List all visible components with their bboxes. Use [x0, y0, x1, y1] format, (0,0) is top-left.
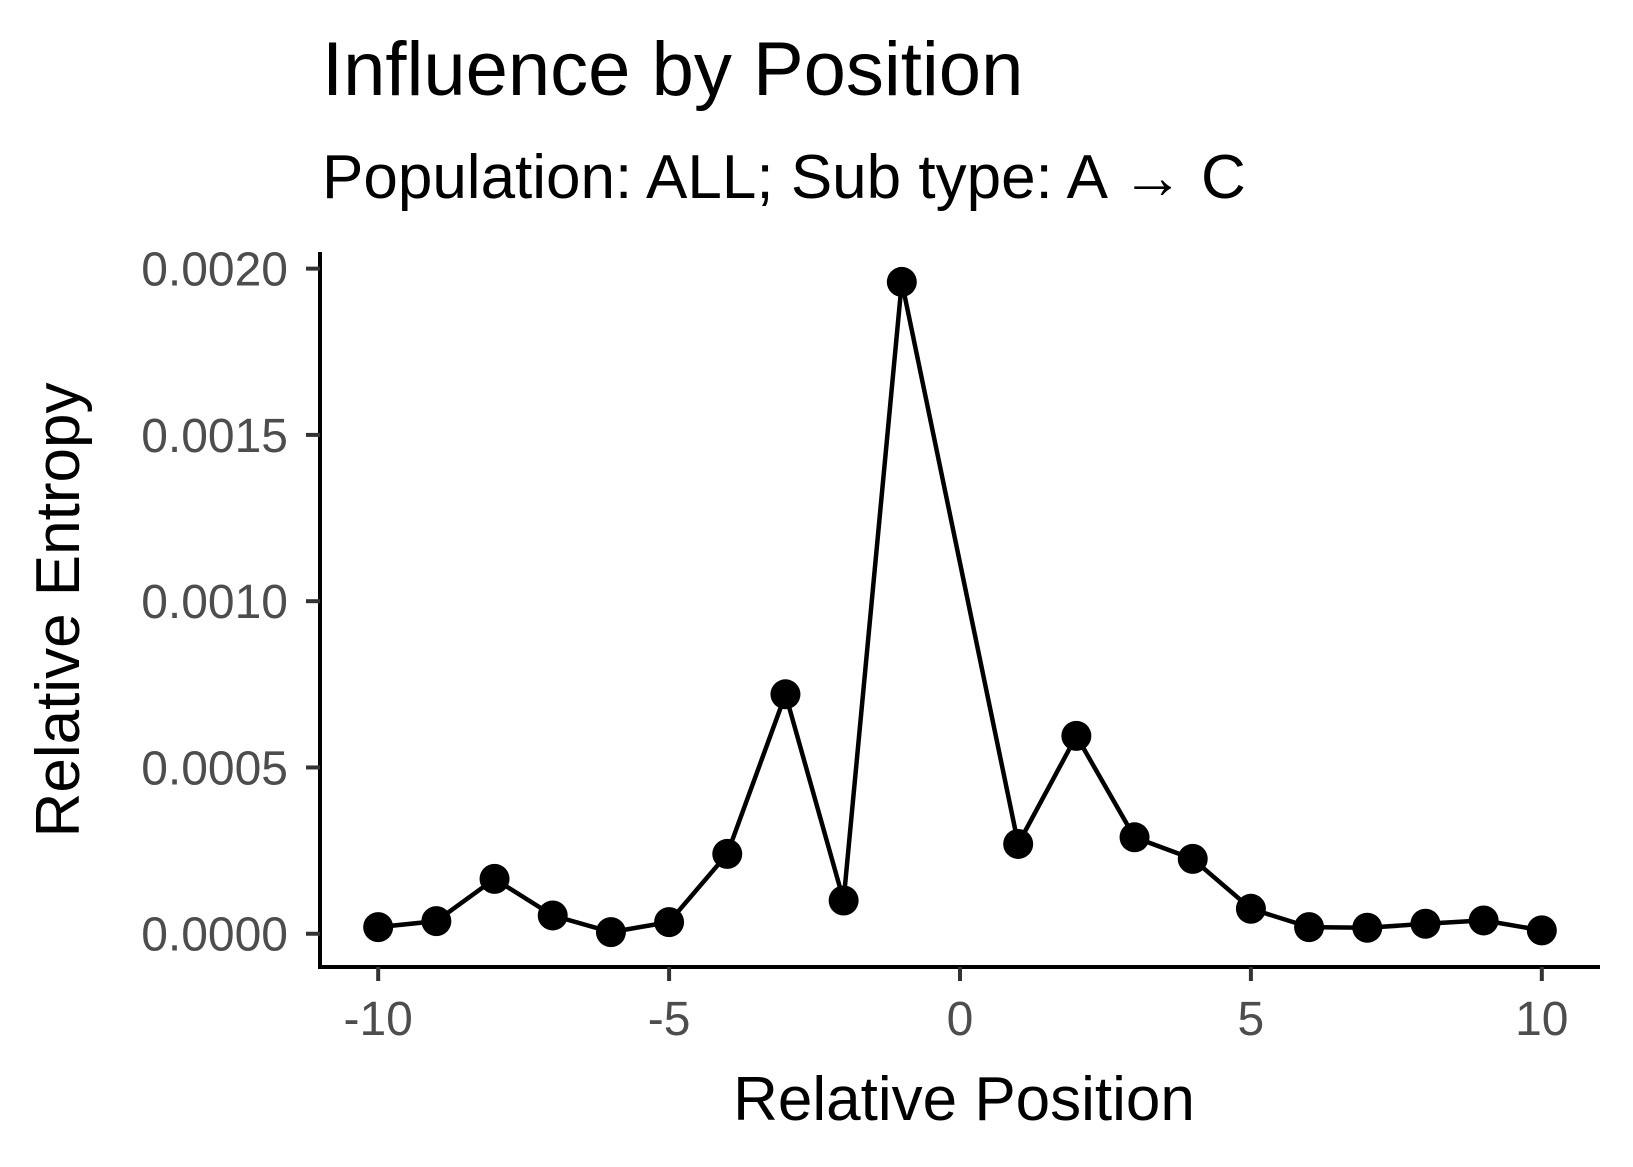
y-axis: 0.0000 0.0005 0.0010 0.0015 0.0020 — [141, 244, 322, 969]
data-point — [1352, 912, 1383, 943]
x-axis: -10 -5 0 5 10 — [318, 965, 1600, 1046]
series-line — [377, 279, 1543, 935]
x-tick-label: 0 — [947, 993, 974, 1046]
x-tick-label: -5 — [648, 993, 691, 1046]
data-point — [1235, 893, 1266, 924]
data-point — [1061, 720, 1092, 751]
x-tick-label: 10 — [1515, 993, 1568, 1046]
data-point — [421, 906, 452, 937]
y-tick-label: 0.0000 — [141, 909, 288, 962]
y-axis-title: Relative Entropy — [24, 383, 93, 838]
data-point — [537, 900, 568, 931]
data-point — [1468, 905, 1499, 936]
data-point — [595, 917, 626, 948]
plot-area — [363, 266, 1557, 948]
x-tick-label: -10 — [343, 993, 412, 1046]
data-point — [1526, 915, 1557, 946]
chart-subtitle: Population: ALL; Sub type: A → C — [322, 143, 1246, 212]
chart-title: Influence by Position — [322, 27, 1023, 112]
y-tick-label: 0.0005 — [141, 742, 288, 795]
data-point — [886, 266, 917, 297]
x-tick-label: 5 — [1238, 993, 1265, 1046]
y-tick-label: 0.0020 — [141, 244, 288, 297]
data-point — [770, 679, 801, 710]
x-axis-title: Relative Position — [733, 1065, 1195, 1134]
data-point — [479, 863, 510, 894]
data-point — [363, 912, 394, 943]
y-tick-label: 0.0015 — [141, 410, 288, 463]
data-point — [1003, 828, 1034, 859]
data-point — [828, 885, 859, 916]
data-point — [712, 838, 743, 869]
data-point — [1410, 908, 1441, 939]
data-point — [1119, 822, 1150, 853]
data-point — [1294, 912, 1325, 943]
data-point — [654, 907, 685, 938]
data-point — [1177, 843, 1208, 874]
y-tick-label: 0.0010 — [141, 576, 288, 629]
